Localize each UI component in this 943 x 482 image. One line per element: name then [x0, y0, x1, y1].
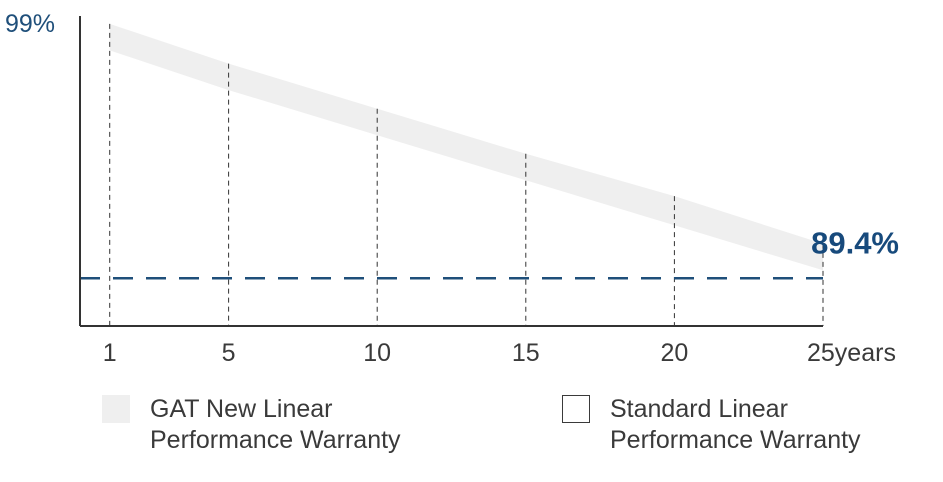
x-tick-label-5: 5 — [222, 339, 236, 367]
legend-swatch-standard — [562, 395, 590, 423]
x-tick-label-25years: 25years — [807, 339, 896, 367]
annotation-final-value: 89.4% — [811, 225, 899, 260]
y-tick-label-99: 99% — [5, 10, 55, 38]
x-tick-label-20: 20 — [660, 339, 688, 367]
legend-swatch-gat — [102, 395, 130, 423]
warranty-band-area — [109, 23, 823, 271]
x-tick-label-10: 10 — [363, 339, 391, 367]
x-tick-label-1: 1 — [103, 339, 117, 367]
x-tick-label-15: 15 — [512, 339, 540, 367]
legend-item-gat: GAT New Linear Performance Warranty — [102, 394, 401, 456]
legend-item-standard: Standard Linear Performance Warranty — [562, 394, 861, 456]
legend-label-standard: Standard Linear Performance Warranty — [610, 395, 861, 454]
legend-label-gat: GAT New Linear Performance Warranty — [150, 395, 401, 454]
